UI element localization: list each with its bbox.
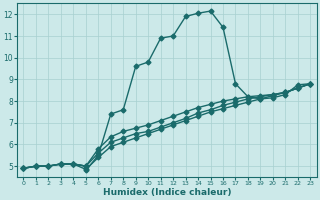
X-axis label: Humidex (Indice chaleur): Humidex (Indice chaleur) — [103, 188, 231, 197]
